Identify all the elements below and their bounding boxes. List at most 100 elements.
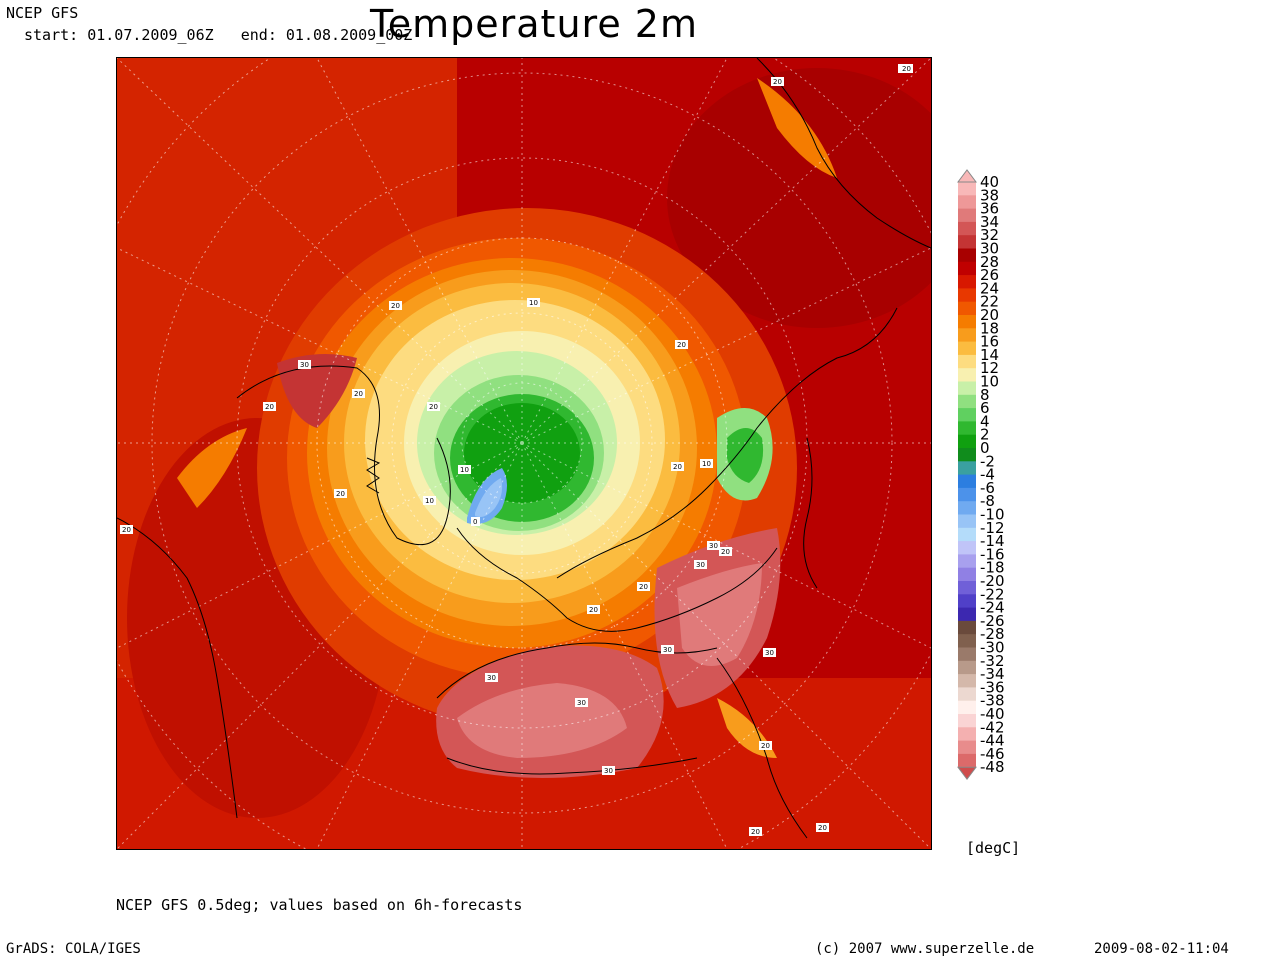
- legend-swatch: [958, 301, 976, 316]
- legend-swatch: [958, 248, 976, 263]
- legend-tick-label: -8: [980, 492, 995, 510]
- legend-tick-label: 18: [980, 319, 999, 337]
- legend-tick-label: -26: [980, 612, 1005, 630]
- contour-label-background: [352, 389, 365, 398]
- contour-label: 20: [902, 65, 911, 73]
- contour-label-background: [749, 827, 762, 836]
- legend-swatch: [958, 474, 976, 489]
- legend-tick-label: -28: [980, 625, 1005, 643]
- legend-tick-label: 36: [980, 200, 999, 218]
- legend-swatch: [958, 501, 976, 515]
- legend-tick-label: 16: [980, 333, 999, 351]
- contour-label: 30: [604, 767, 613, 775]
- legend-swatch: [958, 740, 976, 755]
- legend-tick-label: 28: [980, 253, 999, 271]
- legend-swatch: [958, 328, 976, 343]
- contour-label-background: [575, 698, 588, 707]
- legend-tick-label: -48: [980, 758, 1005, 776]
- contour-label-background: [759, 741, 772, 750]
- legend-tick-label: -40: [980, 705, 1005, 723]
- legend-tick-label: 14: [980, 346, 999, 364]
- legend-tick-label: -36: [980, 678, 1005, 696]
- legend-tick-label: 38: [980, 186, 999, 204]
- contour-label: 20: [391, 302, 400, 310]
- legend-tick-label: -6: [980, 479, 995, 497]
- legend-swatch: [958, 315, 976, 329]
- contour-label-background: [458, 465, 471, 474]
- legend-swatch: [958, 261, 976, 276]
- contour-label-background: [587, 605, 600, 614]
- legend-swatch: [958, 687, 976, 702]
- legend-tick-label: -18: [980, 559, 1005, 577]
- legend-tick-label: -44: [980, 732, 1005, 750]
- contour-label-background: [671, 462, 684, 471]
- contour-label-background: [602, 766, 615, 775]
- legend-tick-label: 24: [980, 279, 999, 297]
- legend-upper-arrow: [957, 169, 977, 183]
- contour-label-background: [700, 459, 713, 468]
- legend-swatch: [958, 487, 976, 502]
- contour-label: 30: [709, 542, 718, 550]
- middle-east-core: [677, 563, 762, 666]
- color-legend: 4038363432302826242220181614121086420-2-…: [957, 169, 1005, 781]
- contour-label: 30: [487, 674, 496, 682]
- legend-tick-label: 40: [980, 173, 999, 191]
- legend-swatch: [958, 235, 976, 249]
- contour-label: 30: [300, 361, 309, 369]
- north-america-hot-zone: [277, 354, 357, 428]
- legend-tick-label: 26: [980, 266, 999, 284]
- contour-label-background: [763, 648, 776, 657]
- contour-label: 30: [696, 561, 705, 569]
- contour-label-background: [389, 301, 402, 310]
- contour-label-background: [120, 525, 133, 534]
- legend-tick-label: -46: [980, 745, 1005, 763]
- legend-tick-label: 0: [980, 439, 990, 457]
- contour-label-background: [771, 77, 784, 86]
- rockies-warm-spot: [177, 428, 247, 508]
- contour-label: 20: [589, 606, 598, 614]
- legend-swatch: [958, 368, 976, 382]
- contour-label: 20: [429, 403, 438, 411]
- legend-tick-label: 2: [980, 426, 990, 444]
- legend-tick-label: 30: [980, 240, 999, 258]
- legend-swatch: [958, 674, 976, 688]
- legend-tick-label: -16: [980, 545, 1005, 563]
- contour-label: 20: [677, 341, 686, 349]
- legend-tick-label: 20: [980, 306, 999, 324]
- legend-tick-label: 12: [980, 359, 999, 377]
- legend-tick-label: 22: [980, 293, 999, 311]
- legend-swatch: [958, 607, 976, 622]
- legend-swatch: [958, 208, 976, 223]
- legend-tick-label: -42: [980, 718, 1005, 736]
- legend-swatch: [958, 182, 976, 196]
- legend-tick-label: 10: [980, 373, 999, 391]
- contour-label-background: [816, 823, 829, 832]
- contour-label: 10: [460, 466, 469, 474]
- legend-swatch: [958, 341, 976, 356]
- contour-label: 0: [473, 518, 477, 526]
- contour-label: 20: [721, 548, 730, 556]
- contour-label-background: [719, 547, 732, 556]
- contour-label-background: [527, 298, 540, 307]
- map-field: 2020102030202020101002010202030203020203…: [117, 58, 931, 849]
- legend-tick-label: 8: [980, 386, 990, 404]
- legend-tick-label: 32: [980, 226, 999, 244]
- tibet-core: [727, 428, 764, 483]
- contour-label: 20: [354, 390, 363, 398]
- legend-swatch: [958, 421, 976, 436]
- contour-label-background: [427, 402, 440, 411]
- legend-tick-label: 34: [980, 213, 999, 231]
- contour-label: 20: [639, 583, 648, 591]
- temperature-map: 2020102030202020101002010202030203020203…: [116, 57, 932, 850]
- legend-tick-label: -32: [980, 652, 1005, 670]
- contour-label-background: [263, 402, 276, 411]
- legend-swatch: [958, 514, 976, 529]
- contour-label-background: [675, 340, 688, 349]
- contour-label: 20: [818, 824, 827, 832]
- legend-ticks: 4038363432302826242220181614121086420-2-…: [980, 173, 1005, 776]
- software-credit: GrADS: COLA/IGES: [6, 941, 141, 957]
- generation-timestamp: 2009-08-02-11:04: [1094, 941, 1229, 957]
- contour-label: 10: [529, 299, 538, 307]
- model-label: NCEP GFS: [6, 4, 79, 22]
- legend-swatch: [958, 567, 976, 582]
